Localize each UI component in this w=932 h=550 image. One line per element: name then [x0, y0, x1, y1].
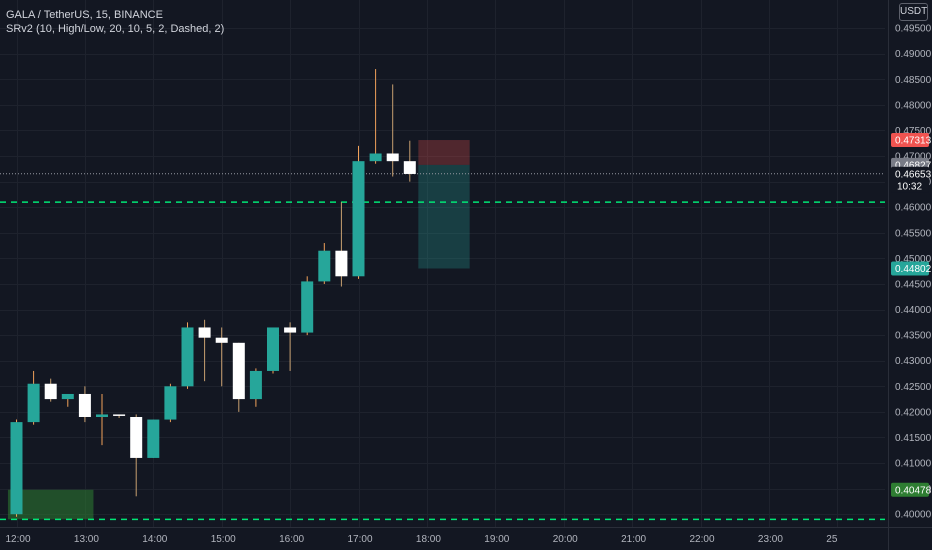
price-tag: [891, 166, 929, 193]
candle-body[interactable]: [78, 393, 91, 417]
price-tick-label: 0.49000: [895, 49, 932, 60]
candle-body[interactable]: [198, 327, 211, 338]
price-tag: [891, 261, 929, 276]
candle-body[interactable]: [61, 393, 74, 400]
time-tick-label: 15:00: [211, 534, 236, 545]
price-tick-label: 0.42000: [895, 407, 932, 418]
candle-body[interactable]: [44, 383, 57, 400]
candle-body[interactable]: [96, 414, 108, 417]
candle-body[interactable]: [181, 327, 194, 387]
time-tick-label: 21:00: [621, 534, 646, 545]
price-tick-label: 0.44500: [895, 279, 932, 290]
price-tick-label: 0.43500: [895, 331, 932, 342]
candle-body[interactable]: [369, 153, 382, 162]
price-tick-label: 0.42500: [895, 382, 932, 393]
candle-body[interactable]: [318, 250, 331, 282]
price-tick-label: 0.48000: [895, 100, 932, 111]
time-axis[interactable]: [0, 527, 888, 550]
price-tag-label: 0.46827: [895, 160, 932, 171]
candle-body[interactable]: [27, 383, 40, 423]
price-tick-label: 0.45000: [895, 254, 932, 265]
countdown-label: 10:32: [897, 181, 922, 192]
candle-body[interactable]: [215, 337, 228, 343]
candle-body[interactable]: [267, 327, 279, 371]
price-tag-label: 0.46653: [895, 169, 932, 180]
time-tick-label: 20:00: [553, 534, 578, 545]
candle-body[interactable]: [147, 419, 160, 458]
price-tick-label: 0.41000: [895, 459, 932, 470]
time-tick-label: 14:00: [142, 534, 167, 545]
price-tag: [891, 482, 929, 497]
time-tick-label: 23:00: [758, 534, 783, 545]
candle-body[interactable]: [113, 414, 126, 416]
price-tag: [891, 133, 929, 148]
price-tick-label: 0.44000: [895, 305, 932, 316]
price-tag-label: 0.44802: [895, 264, 932, 275]
indicator-title: SRv2 (10, High/Low, 20, 10, 5, 2, Dashed…: [6, 23, 225, 35]
price-tick-label: 0.47000: [895, 152, 932, 163]
price-tick-label: 0.48500: [895, 75, 932, 86]
price-tick-label: 0.49500: [895, 24, 932, 35]
time-tick-label: 25: [826, 534, 838, 545]
candle-body[interactable]: [232, 342, 245, 400]
time-tick-label: 18:00: [416, 534, 441, 545]
price-tick-label: 0.43000: [895, 356, 932, 367]
candle-body[interactable]: [10, 422, 23, 515]
time-tick-label: 17:00: [348, 534, 373, 545]
candle-body[interactable]: [301, 281, 314, 333]
candle-body[interactable]: [284, 327, 297, 333]
candle-body[interactable]: [386, 153, 399, 162]
candle-body[interactable]: [130, 416, 143, 458]
symbol-title: GALA / TetherUS, 15, BINANCE: [6, 9, 163, 21]
candle-body[interactable]: [335, 250, 348, 277]
take-profit-zone: [418, 164, 470, 269]
stop-loss-zone: [418, 140, 470, 165]
price-tick-label: 0.46000: [895, 203, 932, 214]
time-tick-label: 13:00: [74, 534, 99, 545]
chart-legend: GALA / TetherUS, 15, BINANCE SRv2 (10, H…: [6, 8, 224, 36]
price-tag-label: 0.40478: [895, 485, 932, 496]
price-tick-label: 0.45500: [895, 228, 932, 239]
price-tick-label: 0.47500: [895, 126, 932, 137]
candle-body[interactable]: [403, 161, 416, 174]
price-tag-label: 0.47313: [895, 136, 932, 147]
candle-body[interactable]: [249, 370, 262, 400]
candle-body[interactable]: [164, 386, 177, 420]
price-tick-label: 0.40000: [895, 510, 932, 521]
time-tick-label: 19:00: [484, 534, 509, 545]
candle-body[interactable]: [352, 161, 365, 277]
time-tick-label: 12:00: [6, 534, 31, 545]
time-tick-label: 16:00: [279, 534, 304, 545]
currency-button[interactable]: USDT: [899, 3, 928, 21]
time-tick-label: 22:00: [690, 534, 715, 545]
price-tick-label: 0.41500: [895, 433, 932, 444]
